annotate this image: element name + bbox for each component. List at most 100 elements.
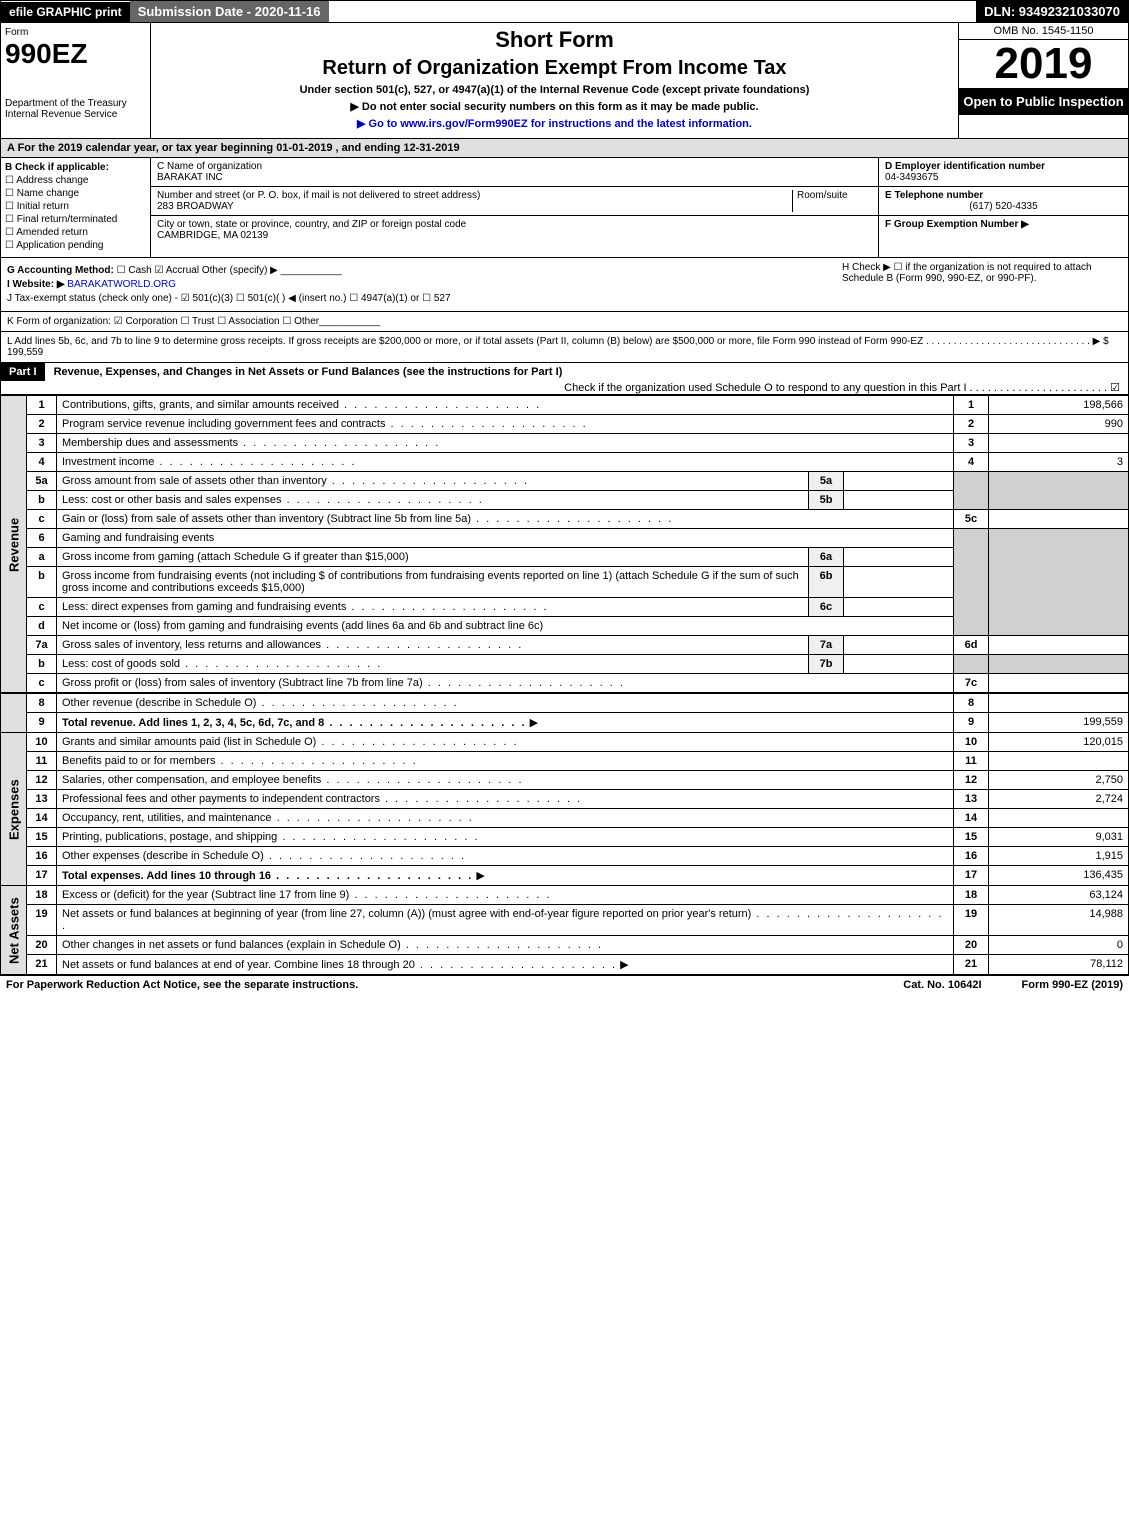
l9-num: 9	[27, 713, 57, 733]
info-row: B Check if applicable: Address change Na…	[0, 158, 1129, 258]
l18-num: 18	[27, 886, 57, 905]
room-label: Room/suite	[797, 190, 848, 201]
l-row: L Add lines 5b, 6c, and 7b to line 9 to …	[0, 332, 1129, 363]
l10-desc: Grants and similar amounts paid (list in…	[62, 736, 519, 748]
box-b: B Check if applicable: Address change Na…	[1, 158, 151, 257]
phone-value: (617) 520-4335	[885, 201, 1122, 212]
city-label: City or town, state or province, country…	[157, 219, 466, 230]
l5b-desc: Less: cost or other basis and sales expe…	[62, 494, 484, 506]
l6c-sv	[844, 598, 954, 617]
l1-num: 1	[27, 396, 57, 415]
footer: For Paperwork Reduction Act Notice, see …	[0, 975, 1129, 994]
l12-val: 2,750	[989, 771, 1129, 790]
under-section: Under section 501(c), 527, or 4947(a)(1)…	[155, 84, 954, 96]
l7c-ln: 7c	[954, 674, 989, 693]
org-name: BARAKAT INC	[157, 172, 223, 183]
l7b-sn: 7b	[809, 655, 844, 674]
l3-ln: 3	[954, 434, 989, 453]
l6d-num: d	[27, 617, 57, 636]
box-k: K Form of organization: ☑ Corporation ☐ …	[7, 316, 319, 327]
box-c: C Name of organization BARAKAT INC Numbe…	[151, 158, 878, 257]
l14-ln: 14	[954, 809, 989, 828]
chk-initial[interactable]: Initial return	[5, 201, 146, 212]
form-word: Form	[5, 27, 146, 38]
l12-desc: Salaries, other compensation, and employ…	[62, 774, 524, 786]
chk-amended[interactable]: Amended return	[5, 227, 146, 238]
l4-ln: 4	[954, 453, 989, 472]
l21-arrow: ▶	[620, 959, 628, 971]
g-cash[interactable]: ☐ Cash	[117, 265, 152, 276]
l13-ln: 13	[954, 790, 989, 809]
lines-table: Revenue 1 Contributions, gifts, grants, …	[0, 395, 1129, 693]
l10-num: 10	[27, 733, 57, 752]
l21-val: 78,112	[989, 955, 1129, 975]
form-ref: Form 990-EZ (2019)	[1022, 979, 1123, 991]
l6a-desc: Gross income from gaming (attach Schedul…	[57, 548, 809, 567]
submission-date: Submission Date - 2020-11-16	[130, 1, 329, 22]
l16-val: 1,915	[989, 847, 1129, 866]
form-id-cell: Form 990EZ Department of the Treasury In…	[1, 23, 151, 138]
goto-link: ▶ Go to www.irs.gov/Form990EZ for instru…	[155, 117, 954, 130]
form-header: Form 990EZ Department of the Treasury In…	[0, 23, 1129, 139]
chk-pending[interactable]: Application pending	[5, 240, 146, 251]
l2-num: 2	[27, 415, 57, 434]
l18-ln: 18	[954, 886, 989, 905]
title-cell: Short Form Return of Organization Exempt…	[151, 23, 958, 138]
l15-ln: 15	[954, 828, 989, 847]
l6d-val	[989, 636, 1129, 655]
chk-final[interactable]: Final return/terminated	[5, 214, 146, 225]
gh-row: G Accounting Method: ☐ Cash ☑ Accrual Ot…	[0, 258, 1129, 312]
l2-val: 990	[989, 415, 1129, 434]
l17-ln: 17	[954, 866, 989, 886]
street-label: Number and street (or P. O. box, if mail…	[157, 190, 480, 201]
l8-ln: 8	[954, 694, 989, 713]
chk-name[interactable]: Name change	[5, 188, 146, 199]
box-g-label: G Accounting Method:	[7, 265, 114, 276]
part1-label: Part I	[1, 363, 45, 381]
l5b-sn: 5b	[809, 491, 844, 510]
l7a-num: 7a	[27, 636, 57, 655]
l20-num: 20	[27, 936, 57, 955]
l13-num: 13	[27, 790, 57, 809]
l11-ln: 11	[954, 752, 989, 771]
revenue-sidelabel: Revenue	[1, 396, 27, 693]
g-other[interactable]: Other (specify) ▶	[202, 265, 278, 276]
l6c-num: c	[27, 598, 57, 617]
efile-label[interactable]: efile GRAPHIC print	[1, 2, 130, 22]
l5c-val	[989, 510, 1129, 529]
l20-ln: 20	[954, 936, 989, 955]
netassets-sidelabel: Net Assets	[1, 886, 27, 975]
irs-label: Internal Revenue Service	[5, 109, 146, 120]
box-l: L Add lines 5b, 6c, and 7b to line 9 to …	[7, 336, 1122, 358]
chk-address[interactable]: Address change	[5, 175, 146, 186]
paperwork-notice: For Paperwork Reduction Act Notice, see …	[6, 979, 358, 991]
l5b-sv	[844, 491, 954, 510]
l7b-desc: Less: cost of goods sold	[62, 658, 382, 670]
g-accrual[interactable]: ☑ Accrual	[155, 265, 200, 276]
box-i-label: I Website: ▶	[7, 279, 65, 290]
l12-ln: 12	[954, 771, 989, 790]
l16-ln: 16	[954, 847, 989, 866]
l6-num: 6	[27, 529, 57, 548]
dln: DLN: 93492321033070	[976, 1, 1128, 22]
l6d-ln: 6d	[954, 636, 989, 655]
top-bar: efile GRAPHIC print Submission Date - 20…	[0, 0, 1129, 23]
box-h: H Check ▶ ☐ if the organization is not r…	[842, 262, 1122, 307]
l6c-desc: Less: direct expenses from gaming and fu…	[62, 601, 549, 613]
l5c-ln: 5c	[954, 510, 989, 529]
l11-desc: Benefits paid to or for members	[62, 755, 418, 767]
l6b-sv	[844, 567, 954, 598]
l7b-num: b	[27, 655, 57, 674]
l1-ln: 1	[954, 396, 989, 415]
l3-num: 3	[27, 434, 57, 453]
l6a-sv	[844, 548, 954, 567]
website-link[interactable]: BARAKATWORLD.ORG	[67, 279, 176, 290]
l5b-num: b	[27, 491, 57, 510]
l1-desc: Contributions, gifts, grants, and simila…	[62, 399, 541, 411]
irs-link[interactable]: ▶ Go to www.irs.gov/Form990EZ for instru…	[357, 118, 752, 130]
l6d-desc: Net income or (loss) from gaming and fun…	[57, 617, 954, 636]
l19-desc: Net assets or fund balances at beginning…	[62, 908, 943, 932]
city-value: CAMBRIDGE, MA 02139	[157, 230, 268, 241]
l6b-sn: 6b	[809, 567, 844, 598]
l16-desc: Other expenses (describe in Schedule O)	[62, 850, 466, 862]
